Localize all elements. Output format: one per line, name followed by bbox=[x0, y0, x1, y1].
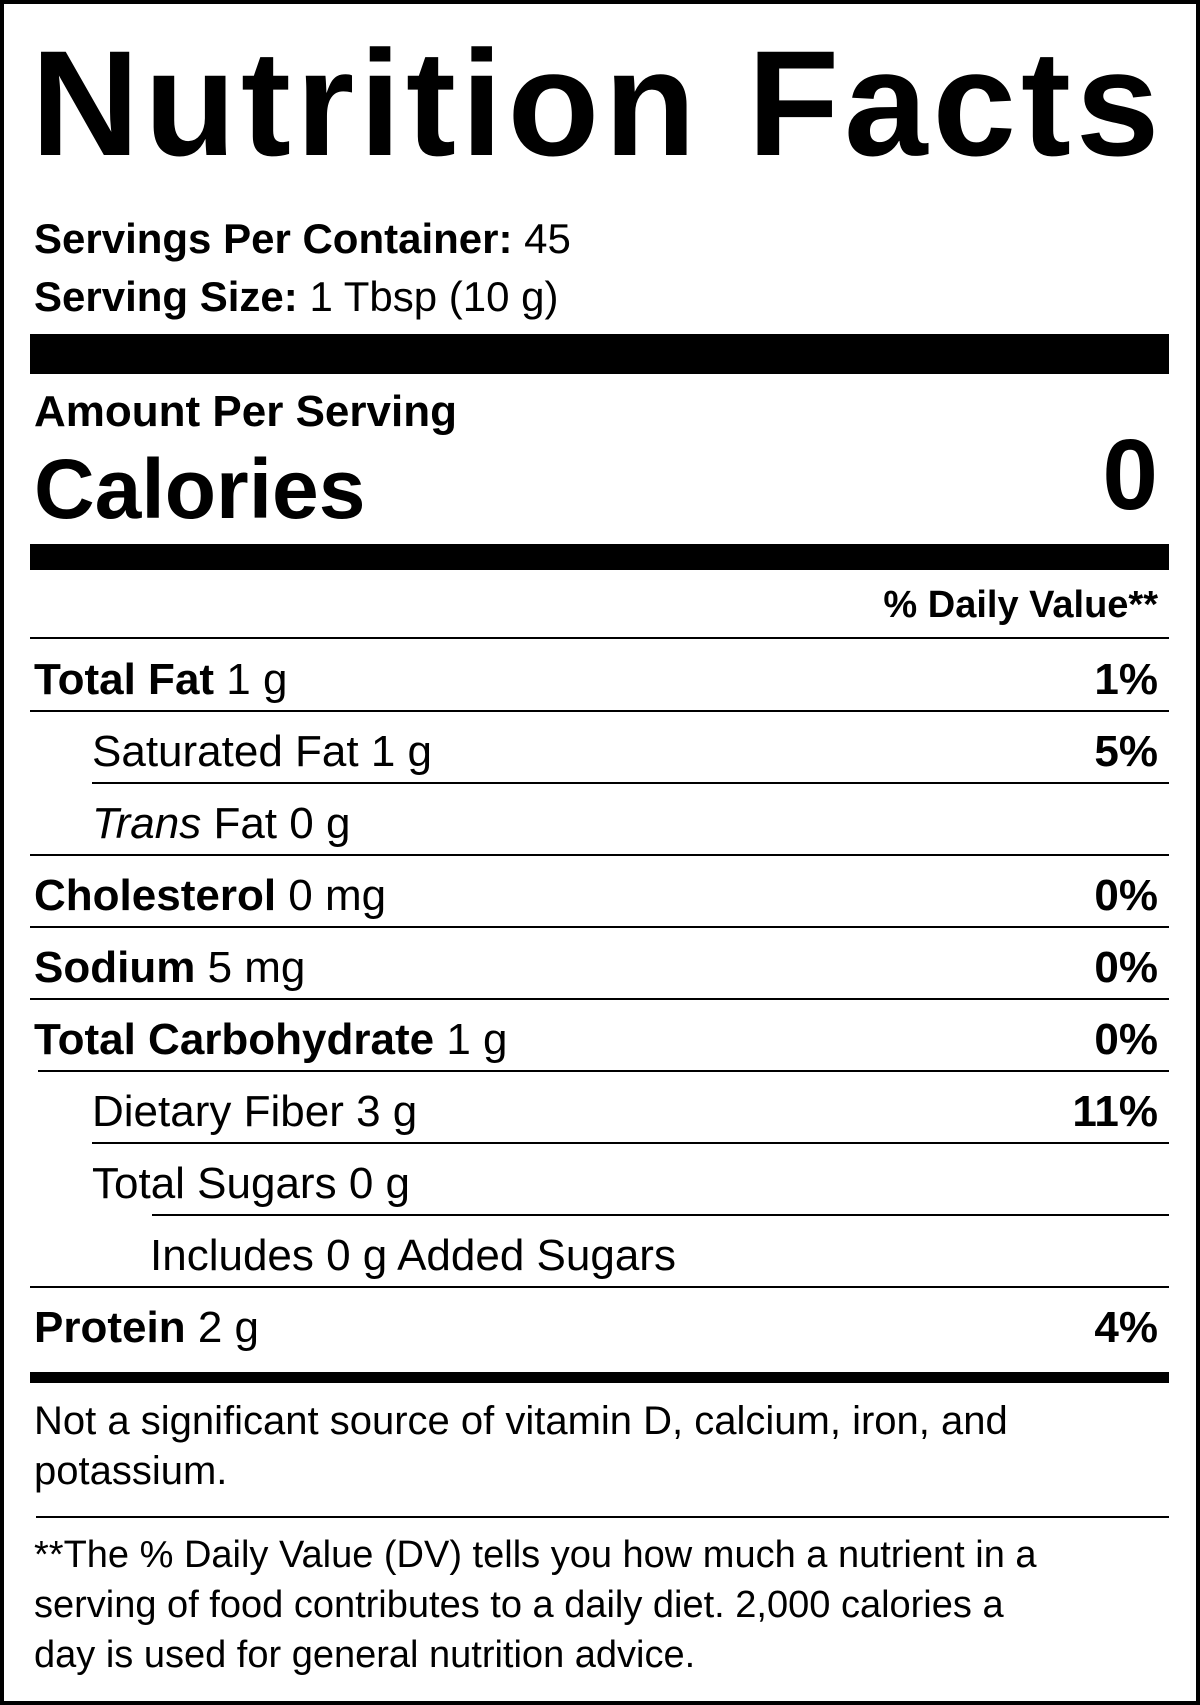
divider bbox=[30, 1286, 1169, 1288]
nutrient-row: Dietary Fiber 3 g 11% bbox=[0, 1072, 1200, 1144]
nutrient-label: Protein 2 g bbox=[34, 1302, 259, 1354]
nutrient-name-suffix: Fat bbox=[213, 799, 278, 848]
nutrient-label: Sodium 5 mg bbox=[34, 942, 305, 994]
daily-value-percent: 11% bbox=[1072, 1087, 1158, 1136]
divider bbox=[92, 1142, 1169, 1144]
serving-size-label: Serving Size: bbox=[34, 273, 298, 320]
serving-size: Serving Size: 1 Tbsp (10 g) bbox=[34, 272, 558, 322]
footnote-line: **The % Daily Value (DV) tells you how m… bbox=[34, 1534, 1037, 1576]
nutrient-name: Saturated Fat bbox=[92, 727, 359, 776]
nutrient-amount: 0 g bbox=[348, 1159, 410, 1208]
nutrient-label: Includes 0 g Added Sugars bbox=[150, 1230, 676, 1282]
daily-value-percent: 1% bbox=[1094, 655, 1158, 704]
nutrient-row: Total Fat 1 g 1% bbox=[0, 640, 1200, 712]
nutrient-amount: 5 mg bbox=[207, 943, 306, 992]
nutrient-name: Includes 0 g Added Sugars bbox=[150, 1231, 676, 1280]
nutrient-amount: 2 g bbox=[197, 1303, 259, 1352]
nutrient-amount: 1 g bbox=[370, 727, 433, 776]
nutrient-amount: 1 g bbox=[446, 1015, 508, 1064]
divider bbox=[30, 637, 1169, 639]
thick-divider bbox=[30, 334, 1169, 374]
divider bbox=[92, 782, 1169, 784]
footnote-line: serving of food contributes to a daily d… bbox=[34, 1584, 1004, 1626]
nutrient-list: Total Fat 1 g 1% Saturated Fat 1 g 5% Trans … bbox=[0, 640, 1200, 1360]
nutrient-label: Dietary Fiber 3 g bbox=[92, 1086, 417, 1138]
nutrient-amount: 0 g bbox=[289, 799, 351, 848]
nutrient-name: Total Sugars bbox=[92, 1159, 337, 1208]
servings-value: 45 bbox=[524, 215, 571, 262]
nutrient-name: Cholesterol bbox=[34, 871, 277, 920]
divider bbox=[30, 926, 1169, 928]
nutrient-name: Dietary Fiber bbox=[92, 1087, 344, 1136]
not-significant-line: Not a significant source of vitamin D, c… bbox=[34, 1399, 1008, 1443]
nutrient-label: Total Fat 1 g bbox=[34, 654, 287, 706]
label-title: Nutrition Facts bbox=[31, 19, 1165, 187]
nutrient-row: Includes 0 g Added Sugars bbox=[0, 1216, 1200, 1288]
servings-per-container: Servings Per Container: 45 bbox=[34, 214, 571, 264]
nutrient-row: Total Sugars 0 g bbox=[0, 1144, 1200, 1216]
medium-divider bbox=[30, 544, 1169, 570]
divider bbox=[30, 998, 1169, 1000]
nutrient-row: Total Carbohydrate 1 g 0% bbox=[0, 1000, 1200, 1072]
nutrient-name: Sodium bbox=[34, 943, 196, 992]
nutrient-label: Trans Fat 0 g bbox=[92, 798, 350, 850]
servings-label: Servings Per Container: bbox=[34, 215, 513, 262]
thick-divider bbox=[30, 1372, 1169, 1383]
not-significant-line: potassium. bbox=[34, 1449, 228, 1493]
nutrient-name: Total Fat bbox=[34, 655, 215, 704]
nutrient-label: Cholesterol 0 mg bbox=[34, 870, 386, 922]
nutrient-amount: 1 g bbox=[226, 655, 288, 704]
divider bbox=[38, 1070, 1169, 1072]
divider bbox=[30, 710, 1169, 712]
divider bbox=[30, 854, 1169, 856]
nutrient-amount: 0 mg bbox=[288, 871, 387, 920]
calories-label: Calories bbox=[34, 442, 366, 536]
serving-size-value: 1 Tbsp (10 g) bbox=[309, 273, 559, 320]
nutrient-label: Saturated Fat 1 g bbox=[92, 726, 432, 778]
nutrient-row: Saturated Fat 1 g 5% bbox=[0, 712, 1200, 784]
daily-value-percent: 0% bbox=[1094, 1015, 1158, 1064]
daily-value-percent: 4% bbox=[1094, 1303, 1158, 1352]
nutrient-row: Trans Fat 0 g bbox=[0, 784, 1200, 856]
divider bbox=[152, 1214, 1169, 1216]
divider bbox=[36, 1516, 1169, 1518]
nutrient-row: Protein 2 g 4% bbox=[0, 1288, 1200, 1360]
nutrient-row: Cholesterol 0 mg 0% bbox=[0, 856, 1200, 928]
nutrient-name: Trans bbox=[92, 799, 202, 848]
nutrient-row: Sodium 5 mg 0% bbox=[0, 928, 1200, 1000]
nutrient-label: Total Sugars 0 g bbox=[92, 1158, 410, 1210]
nutrient-amount: 3 g bbox=[356, 1087, 418, 1136]
calories-value: 0 bbox=[1102, 419, 1158, 531]
nutrient-label: Total Carbohydrate 1 g bbox=[34, 1014, 508, 1066]
daily-value-percent: 0% bbox=[1094, 871, 1158, 920]
nutrient-name: Total Carbohydrate bbox=[34, 1015, 435, 1064]
daily-value-percent: 0% bbox=[1094, 943, 1158, 992]
amount-per-serving: Amount Per Serving bbox=[34, 387, 457, 436]
daily-value-header: % Daily Value** bbox=[883, 584, 1158, 626]
nutrient-name: Protein bbox=[34, 1303, 186, 1352]
daily-value-percent: 5% bbox=[1094, 727, 1158, 776]
footnote-line: day is used for general nutrition advice… bbox=[34, 1634, 696, 1676]
